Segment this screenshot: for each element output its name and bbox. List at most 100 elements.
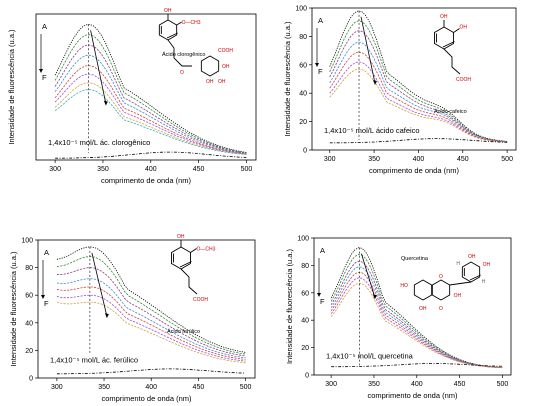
x-tick-label: 350	[97, 166, 109, 173]
x-axis-label: comprimento de onda (nm)	[369, 166, 460, 175]
series-line-7	[329, 68, 508, 143]
chart-panel-clorogenico: 300 350 400 450 500 comprimento de onda (nm) I…	[7, 13, 257, 185]
y-tick-label: 80	[299, 34, 307, 41]
series-line-1	[329, 10, 508, 142]
x-tick-label: 350	[98, 384, 110, 391]
x-axis-label: comprimento de onda (nm)	[367, 391, 458, 400]
oh-label: OH	[440, 14, 448, 20]
decrease-arrow-head	[315, 63, 319, 67]
bond	[190, 248, 197, 253]
x-tick-label: 400	[145, 166, 157, 173]
bond	[453, 28, 460, 33]
y-tick-label: 0	[29, 376, 33, 383]
oh-label: OH	[483, 262, 491, 268]
side-chain-bond	[443, 48, 461, 75]
cooh-label: COOH	[218, 48, 233, 54]
molecule-name-label: Ácido clorogênico	[162, 51, 205, 58]
molecule-structure-quercetina: H OH OH H HO O OH OH O	[400, 254, 490, 312]
series-line-2	[54, 34, 247, 154]
series-line-7	[54, 82, 247, 155]
y-tick-label: 60	[25, 293, 33, 300]
cyclohexane-bond	[200, 55, 220, 77]
chart-panel-quercetina: 300 350 400 450 500 0 20 40 60 80 100 comprimento d…	[285, 236, 512, 400]
cooh-label: COOH	[456, 77, 471, 83]
arrow-label-bottom: F	[320, 297, 325, 306]
y-axis-label: Intensidade de fluorescência (u.a.)	[9, 251, 18, 367]
blank-series-line	[331, 363, 503, 368]
y-axis-label: Intensidade de fluorescência (u.a.)	[285, 248, 294, 364]
ring-a-bond	[413, 279, 433, 301]
ring-double-bond	[166, 32, 178, 39]
x-tick-label: 350	[368, 381, 380, 388]
series-line-4	[329, 41, 508, 143]
oh-label: OH	[164, 8, 172, 14]
blank-series-line	[329, 138, 508, 144]
y-tick-label: 60	[301, 290, 309, 297]
y-tick-label: 40	[299, 91, 307, 98]
series-line-8	[54, 89, 247, 155]
series-line-5	[56, 286, 246, 360]
blank-series-label: 1,4x10⁻⁵ mol/L quercetina	[326, 351, 414, 360]
quenching-arrow	[90, 30, 107, 104]
cooh-label: COOH	[193, 297, 208, 303]
series-line-3	[54, 44, 247, 154]
x-tick-label: 500	[240, 384, 252, 391]
ring-o-label: O	[439, 274, 443, 280]
ring-bond	[171, 246, 191, 270]
plot-frame	[311, 7, 517, 151]
x-tick-label: 400	[145, 384, 157, 391]
y-tick-label: 20	[301, 345, 309, 352]
arrow-label-top: A	[318, 16, 323, 25]
oh-label: OH	[454, 293, 462, 299]
y-tick-label: 80	[301, 263, 309, 270]
oh-label: OH	[206, 79, 214, 85]
oh-label: OH	[177, 234, 185, 240]
x-tick-label: 300	[51, 384, 63, 391]
arrow-label-bottom: F	[318, 67, 323, 76]
oh-label: OH	[222, 64, 230, 70]
y-tick-label: 100	[297, 236, 309, 243]
series-line-6	[56, 294, 246, 362]
plot-frame	[313, 237, 512, 376]
molecule-structure-clorogenico: OH O—CH3 O COOH OH OH OH	[158, 8, 233, 85]
bond	[176, 21, 182, 26]
x-tick-label: 400	[413, 156, 425, 163]
blank-series-label: 1,4x10⁻⁵ mol/L ác. clorogênico	[48, 138, 150, 147]
bond	[449, 281, 472, 286]
molecule-structure-ferulico: OH O—CH3 COOH	[171, 234, 216, 303]
quenching-arrow	[360, 16, 376, 84]
side-chain-bond	[167, 39, 192, 67]
series-line-2	[329, 20, 508, 142]
decrease-arrow-head	[41, 295, 45, 299]
molecule-name-label: Quercetina	[401, 256, 429, 262]
h-label: H	[456, 261, 460, 267]
blank-series-line	[55, 151, 247, 159]
y-tick-label: 100	[21, 238, 33, 245]
blank-series-label: 1,4x10⁻⁵ mol/L ác. ferúlico	[50, 356, 138, 365]
ring-bond	[158, 19, 178, 41]
blank-series-label: 1,4x10⁻⁵ mol/L ácido cafeico	[324, 126, 420, 135]
arrow-label-bottom: F	[44, 299, 49, 308]
x-axis-label: comprimento de onda (nm)	[101, 394, 192, 403]
plot-frame	[35, 13, 257, 161]
y-tick-label: 20	[25, 348, 33, 355]
y-tick-label: 0	[303, 148, 307, 155]
molecule-name-label: Ácido cafeico	[434, 108, 467, 115]
x-tick-label: 300	[49, 166, 61, 173]
plot-frame	[37, 239, 256, 379]
y-axis-label: Intensidade de fluorescência (u.a.)	[283, 21, 292, 137]
chart-panel-ferulico: 300 350 400 450 500 0 20 40 60 80 100 comprimento d…	[9, 238, 256, 403]
ring-bond	[434, 26, 454, 50]
series-line-6	[54, 73, 247, 155]
blank-series-line	[56, 368, 246, 375]
series-line-7	[56, 301, 246, 364]
x-tick-label: 450	[193, 166, 205, 173]
series-line-4	[54, 54, 247, 154]
x-tick-label: 300	[324, 156, 336, 163]
ring-double-bond	[469, 274, 481, 281]
series-line-3	[56, 267, 246, 357]
ring-bond	[461, 261, 481, 283]
h-label: H	[482, 279, 486, 285]
arrow-label-top: A	[44, 248, 49, 257]
